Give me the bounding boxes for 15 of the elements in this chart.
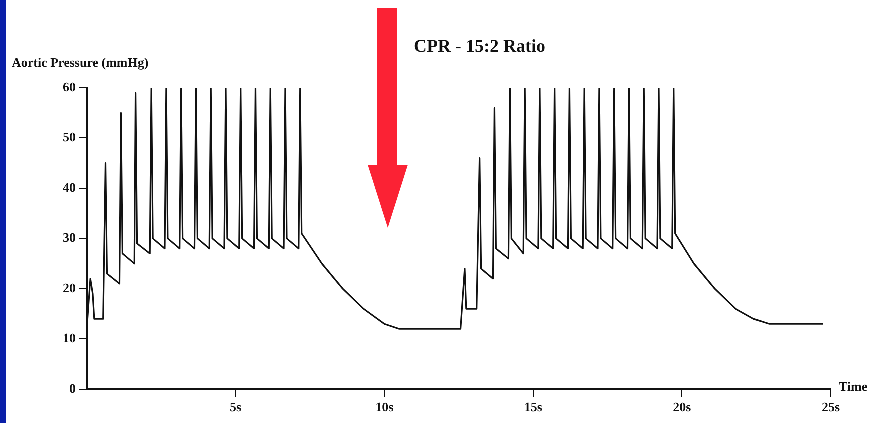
y-axis-title: Aortic Pressure (mmHg)	[12, 55, 149, 70]
chart-title: CPR - 15:2 Ratio	[414, 36, 546, 56]
x-tick-label: 25s	[822, 400, 840, 415]
y-tick-label: 0	[70, 380, 76, 396]
y-tick-label: 10	[63, 330, 76, 346]
x-tick-label: 10s	[376, 400, 394, 415]
y-tick-label: 60	[63, 79, 76, 94]
x-axis-title: Time	[839, 378, 868, 394]
x-tick-label: 15s	[524, 400, 542, 415]
x-tick-label: 5s	[230, 400, 242, 415]
y-tick-label: 40	[63, 180, 76, 195]
y-tick-label: 30	[63, 230, 76, 246]
x-tick-label: 20s	[673, 400, 692, 415]
y-tick-label: 20	[63, 280, 76, 296]
y-tick-label: 50	[63, 130, 76, 145]
